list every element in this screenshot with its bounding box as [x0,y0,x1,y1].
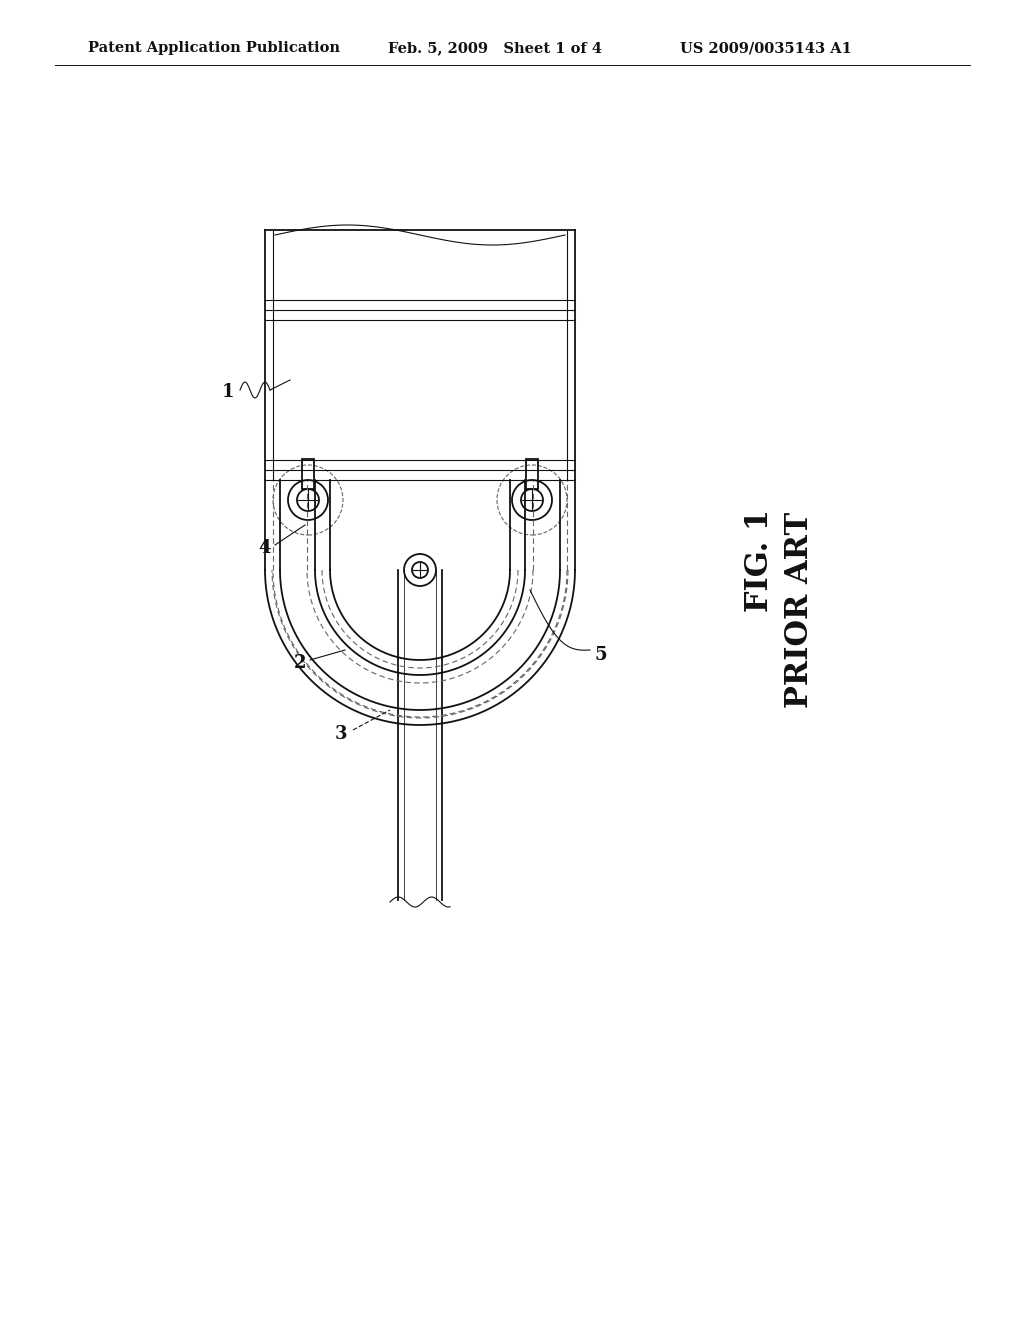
Bar [302,459,314,488]
Text: 5: 5 [595,645,607,664]
Text: FIG. 1: FIG. 1 [744,508,775,611]
Bar [526,459,538,488]
Text: PRIOR ART: PRIOR ART [784,512,815,708]
Text: Feb. 5, 2009   Sheet 1 of 4: Feb. 5, 2009 Sheet 1 of 4 [388,41,602,55]
Text: 2: 2 [294,653,306,672]
Text: 4: 4 [258,539,270,557]
Text: 3: 3 [335,725,347,743]
Text: US 2009/0035143 A1: US 2009/0035143 A1 [680,41,852,55]
Text: 1: 1 [222,383,234,401]
Text: Patent Application Publication: Patent Application Publication [88,41,340,55]
